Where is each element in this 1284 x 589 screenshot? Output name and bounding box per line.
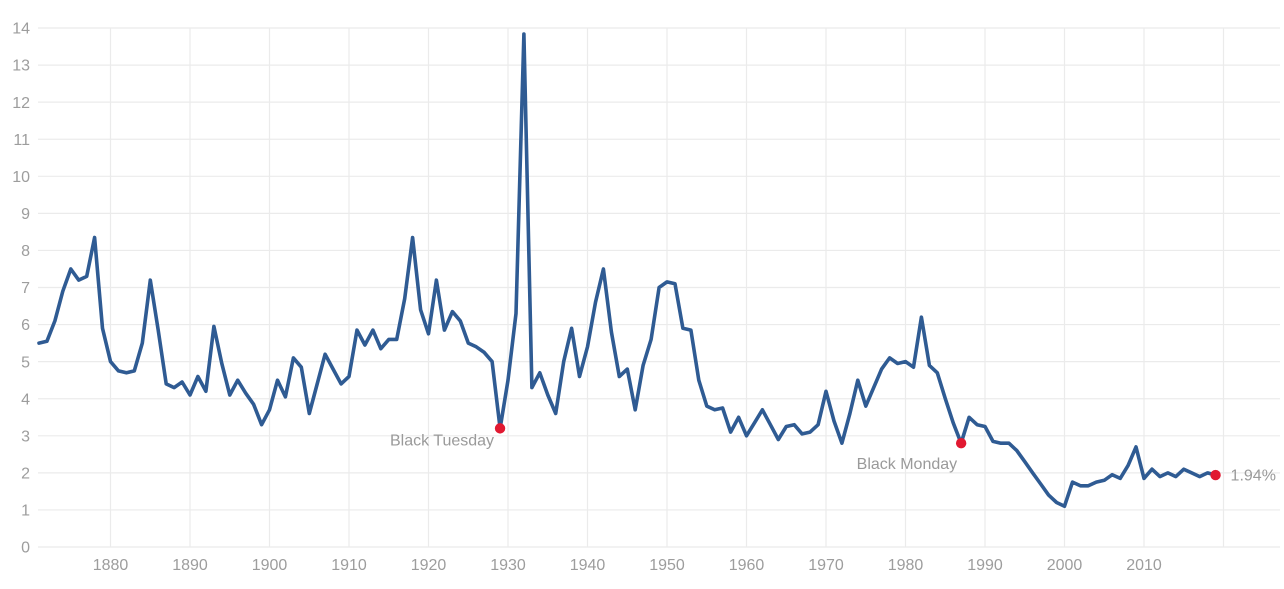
- final-value-marker: [1210, 469, 1221, 481]
- y-axis-tick-label: 14: [12, 21, 30, 38]
- y-axis-tick-label: 2: [21, 465, 30, 482]
- x-axis-tick-label: 2010: [1126, 557, 1162, 574]
- y-axis-tick-label: 9: [21, 206, 30, 223]
- x-axis-tick-label: 1920: [411, 557, 447, 574]
- x-axis-tick-label: 1960: [729, 557, 765, 574]
- y-axis-tick-label: 4: [21, 391, 30, 408]
- black-monday-label: Black Monday: [857, 456, 958, 473]
- x-axis-tick-label: 1930: [490, 557, 526, 574]
- black-tuesday-label: Black Tuesday: [390, 432, 494, 449]
- y-axis-tick-label: 5: [21, 354, 30, 371]
- x-axis-tick-label: 1890: [172, 557, 208, 574]
- y-axis-tick-label: 0: [21, 540, 30, 557]
- y-axis-tick-label: 11: [13, 132, 30, 149]
- final-value-label: 1.94%: [1231, 468, 1276, 485]
- y-axis-tick-label: 7: [21, 280, 30, 297]
- y-axis-tick-label: 6: [21, 317, 30, 334]
- y-axis-tick-label: 10: [12, 169, 30, 186]
- black-monday-marker: [955, 438, 967, 449]
- black-tuesday-marker: [494, 423, 506, 434]
- x-axis-tick-label: 2000: [1047, 557, 1083, 574]
- chart-line: [37, 32, 1218, 509]
- y-axis-tick-label: 3: [21, 428, 30, 445]
- y-axis-tick-label: 8: [21, 243, 30, 260]
- x-axis-tick-label: 1970: [808, 557, 844, 574]
- y-axis-tick-label: 13: [12, 58, 30, 75]
- x-axis-tick-label: 1910: [331, 557, 367, 574]
- y-axis-tick-label: 12: [12, 95, 30, 112]
- x-axis-tick-label: 1980: [888, 557, 924, 574]
- x-axis-tick-label: 1940: [570, 557, 606, 574]
- x-axis-tick-label: 1900: [252, 557, 288, 574]
- x-axis-tick-label: 1880: [93, 557, 129, 574]
- x-axis-tick-label: 1950: [649, 557, 685, 574]
- x-axis-tick-label: 1990: [967, 557, 1003, 574]
- y-axis-tick-label: 1: [21, 503, 30, 520]
